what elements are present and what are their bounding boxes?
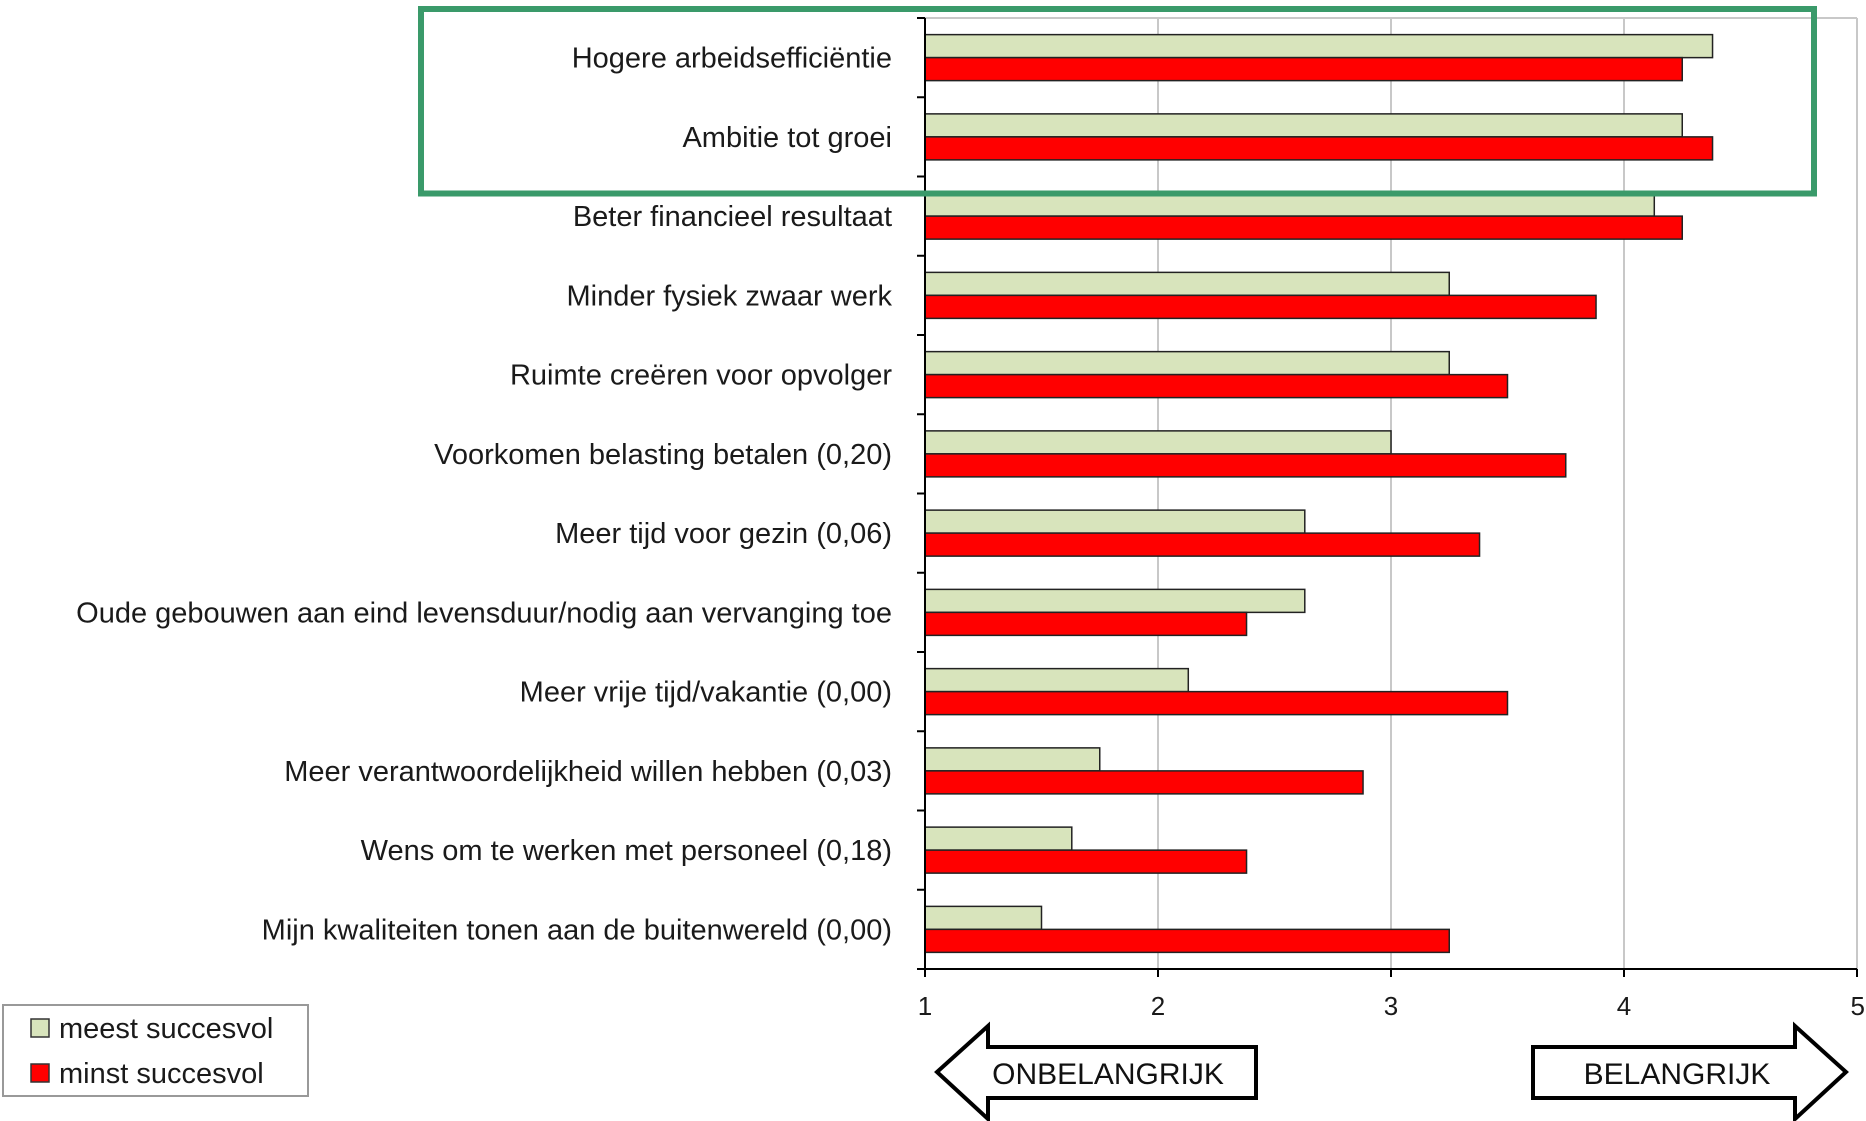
highlight-box: [418, 6, 1817, 197]
legend-label-meest: meest succesvol: [59, 1013, 273, 1045]
category-label: Meer tijd voor gezin (0,06): [555, 518, 892, 550]
legend-label-minst: minst succesvol: [59, 1058, 264, 1090]
legend-swatch-meest: [30, 1018, 50, 1038]
category-label: Minder fysiek zwaar werk: [566, 280, 892, 312]
right-arrow-label: BELANGRIJK: [1584, 1058, 1771, 1091]
legend: meest succesvol minst succesvol: [2, 1004, 309, 1097]
axes: [917, 17, 1858, 977]
legend-frame: [2, 1004, 309, 1097]
bar-minst: [924, 294, 1597, 320]
x-tick-label: 3: [1384, 991, 1398, 1021]
category-label: Meer vrije tijd/vakantie (0,00): [520, 677, 892, 709]
bar-meest: [924, 33, 1714, 59]
x-tick-label: 1: [918, 991, 932, 1021]
bar-minst: [924, 215, 1683, 240]
bar-meest: [924, 350, 1450, 376]
grid: [925, 17, 1858, 969]
category-label: Meer verantwoordelijkheid willen hebben …: [284, 756, 892, 788]
legend-swatch-minst: [30, 1063, 50, 1083]
bar-minst: [924, 373, 1509, 399]
bar-meest: [924, 430, 1392, 455]
right-arrow: BELANGRIJK: [1531, 1021, 1849, 1121]
tick-labels: 1 2 3 4 5: [918, 991, 1865, 1021]
bar-meest: [924, 667, 1190, 693]
bar-minst: [924, 56, 1683, 82]
left-arrow-shape: [934, 1021, 1258, 1121]
category-label: Mijn kwaliteiten tonen aan de buitenwere…: [262, 914, 892, 946]
bar-minst: [924, 453, 1567, 478]
bar-meest: [924, 192, 1656, 217]
category-label: Oude gebouwen aan eind levensduur/nodig …: [76, 597, 892, 629]
category-label: Ruimte creëren voor opvolger: [510, 360, 892, 392]
bar-minst: [924, 770, 1364, 795]
bar-meest: [924, 588, 1306, 614]
bars: [924, 33, 1714, 954]
left-arrow-label: ONBELANGRIJK: [992, 1058, 1224, 1091]
bar-meest: [924, 271, 1450, 297]
x-tick-label: 4: [1617, 991, 1631, 1021]
bar-meest: [924, 826, 1073, 851]
bar-minst: [924, 690, 1509, 716]
bar-minst: [924, 136, 1714, 161]
x-tick-label: 2: [1151, 991, 1165, 1021]
bar-minst: [924, 928, 1450, 954]
bar-meest: [924, 905, 1043, 931]
category-label: Hogere arbeidsefficiëntie: [572, 43, 892, 75]
bar-minst: [924, 849, 1248, 874]
bar-meest: [924, 113, 1683, 138]
category-label: Voorkomen belasting betalen (0,20): [434, 439, 892, 471]
left-arrow: ONBELANGRIJK: [934, 1021, 1258, 1121]
category-label: Wens om te werken met personeel (0,18): [361, 835, 892, 867]
x-tick-label: 5: [1851, 991, 1865, 1021]
right-arrow-shape: [1531, 1021, 1849, 1121]
category-labels: Hogere arbeidsefficiëntie Ambitie tot gro…: [76, 43, 892, 947]
category-label: Ambitie tot groei: [682, 122, 892, 154]
category-label: Beter financieel resultaat: [573, 201, 892, 233]
bar-meest: [924, 509, 1306, 534]
bar-meest: [924, 747, 1101, 772]
bar-minst: [924, 611, 1248, 637]
bar-minst: [924, 532, 1481, 557]
